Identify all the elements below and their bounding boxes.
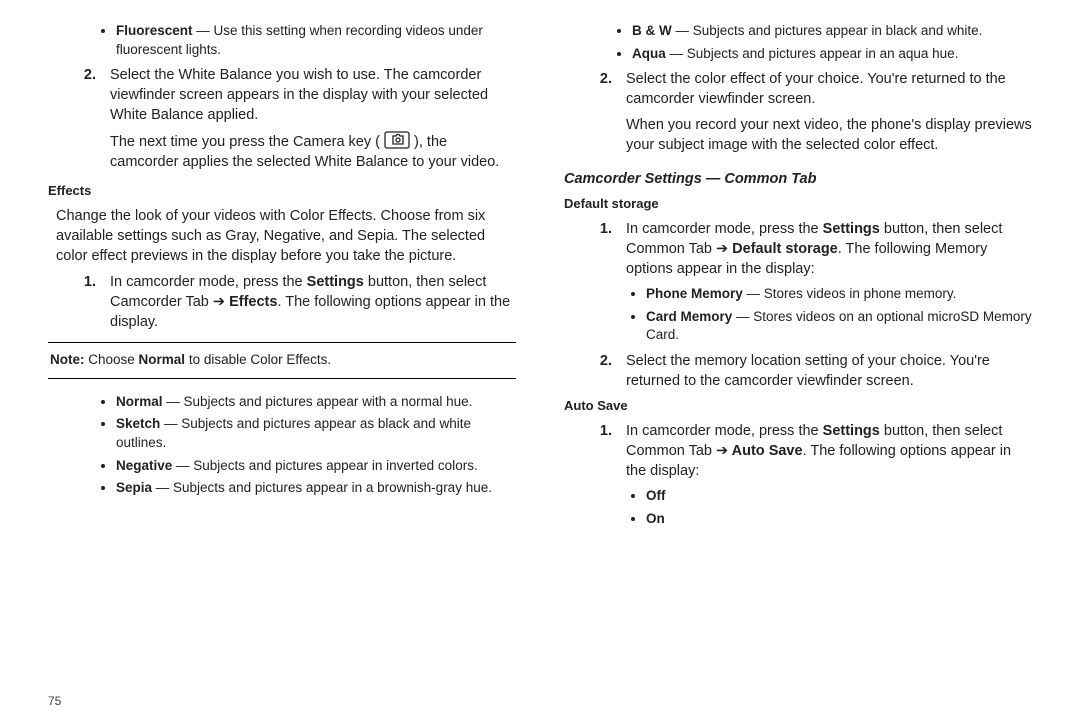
- option-phone-memory: Phone Memory — Stores videos in phone me…: [646, 285, 1032, 304]
- heading-common-tab: Camcorder Settings — Common Tab: [564, 169, 1032, 189]
- effects-steps: In camcorder mode, press the Settings bu…: [48, 272, 516, 332]
- two-column-layout: Fluorescent — Use this setting when reco…: [48, 22, 1032, 534]
- option-desc: — Subjects and pictures appear with a no…: [163, 394, 473, 409]
- effects-step-2: Select the color effect of your choice. …: [616, 69, 1032, 155]
- option-on: On: [646, 510, 1032, 529]
- option-desc: — Subjects and pictures appear as black …: [116, 416, 471, 450]
- target-label: Auto Save: [728, 443, 802, 459]
- settings-label: Settings: [307, 274, 364, 290]
- option-label: Off: [646, 488, 666, 503]
- wb-step2-para2: The next time you press the Camera key (…: [110, 131, 516, 172]
- as-options: Off On: [626, 487, 1032, 528]
- option-label: On: [646, 511, 665, 526]
- right-column: B & W — Subjects and pictures appear in …: [560, 22, 1032, 534]
- wb-step2-para1: Select the White Balance you wish to use…: [110, 65, 516, 125]
- effects-step-1: In camcorder mode, press the Settings bu…: [100, 272, 516, 332]
- effects-intro: Change the look of your videos with Colo…: [48, 206, 516, 266]
- camera-icon: [384, 131, 410, 149]
- option-label: Card Memory: [646, 309, 732, 324]
- wb-steps-continued: Select the White Balance you wish to use…: [48, 65, 516, 172]
- effects-options: Normal — Subjects and pictures appear wi…: [48, 393, 516, 498]
- option-fluorescent: Fluorescent — Use this setting when reco…: [116, 22, 516, 59]
- ds-options: Phone Memory — Stores videos in phone me…: [626, 285, 1032, 345]
- option-label: Phone Memory: [646, 286, 743, 301]
- text: Select the memory location setting of yo…: [626, 353, 990, 389]
- option-normal: Normal — Subjects and pictures appear wi…: [116, 393, 516, 412]
- text: When you record your next video, the pho…: [626, 115, 1032, 155]
- option-negative: Negative — Subjects and pictures appear …: [116, 457, 516, 476]
- option-label: Normal: [116, 394, 163, 409]
- text: The next time you press the Camera key (: [110, 134, 384, 150]
- left-column: Fluorescent — Use this setting when reco…: [48, 22, 520, 534]
- option-desc: — Subjects and pictures appear in an aqu…: [666, 46, 959, 61]
- note-label: Note:: [50, 352, 85, 367]
- heading-default-storage: Default storage: [564, 195, 1032, 213]
- option-desc: — Subjects and pictures appear in invert…: [172, 458, 477, 473]
- option-desc: — Subjects and pictures appear in a brow…: [152, 480, 492, 495]
- target-label: Effects: [225, 294, 277, 310]
- wb-options-continued: Fluorescent — Use this setting when reco…: [48, 22, 516, 59]
- arrow-icon: ➔: [213, 294, 225, 310]
- auto-save-steps: In camcorder mode, press the Settings bu…: [564, 421, 1032, 528]
- option-sepia: Sepia — Subjects and pictures appear in …: [116, 479, 516, 498]
- as-step-1: In camcorder mode, press the Settings bu…: [616, 421, 1032, 528]
- target-label: Default storage: [728, 241, 838, 257]
- wb-step-2: Select the White Balance you wish to use…: [100, 65, 516, 172]
- text: Choose: [85, 352, 139, 367]
- text: In camcorder mode, press the: [110, 274, 307, 290]
- settings-label: Settings: [823, 221, 880, 237]
- note-box: Note: Choose Normal to disable Color Eff…: [48, 342, 516, 379]
- ds-step-1: In camcorder mode, press the Settings bu…: [616, 219, 1032, 345]
- option-off: Off: [646, 487, 1032, 506]
- heading-effects: Effects: [48, 182, 516, 200]
- option-label: Sketch: [116, 416, 160, 431]
- settings-label: Settings: [823, 423, 880, 439]
- arrow-icon: ➔: [716, 443, 728, 459]
- heading-auto-save: Auto Save: [564, 397, 1032, 415]
- option-sketch: Sketch — Subjects and pictures appear as…: [116, 415, 516, 452]
- arrow-icon: ➔: [716, 241, 728, 257]
- effects-steps-continued: Select the color effect of your choice. …: [564, 69, 1032, 155]
- text: Select the color effect of your choice. …: [626, 69, 1032, 109]
- ds-step-2: Select the memory location setting of yo…: [616, 351, 1032, 391]
- note-bold: Normal: [139, 352, 186, 367]
- text: In camcorder mode, press the: [626, 221, 823, 237]
- option-label: Negative: [116, 458, 172, 473]
- option-bw: B & W — Subjects and pictures appear in …: [632, 22, 1032, 41]
- option-desc: — Stores videos in phone memory.: [743, 286, 957, 301]
- effects-options-continued: B & W — Subjects and pictures appear in …: [564, 22, 1032, 63]
- option-card-memory: Card Memory — Stores videos on an option…: [646, 308, 1032, 345]
- option-label: Aqua: [632, 46, 666, 61]
- page-number: 75: [48, 694, 61, 708]
- text: to disable Color Effects.: [185, 352, 331, 367]
- option-label: B & W: [632, 23, 672, 38]
- option-label: Fluorescent: [116, 23, 193, 38]
- option-aqua: Aqua — Subjects and pictures appear in a…: [632, 45, 1032, 64]
- default-storage-steps: In camcorder mode, press the Settings bu…: [564, 219, 1032, 391]
- text: In camcorder mode, press the: [626, 423, 823, 439]
- option-label: Sepia: [116, 480, 152, 495]
- option-desc: — Subjects and pictures appear in black …: [672, 23, 983, 38]
